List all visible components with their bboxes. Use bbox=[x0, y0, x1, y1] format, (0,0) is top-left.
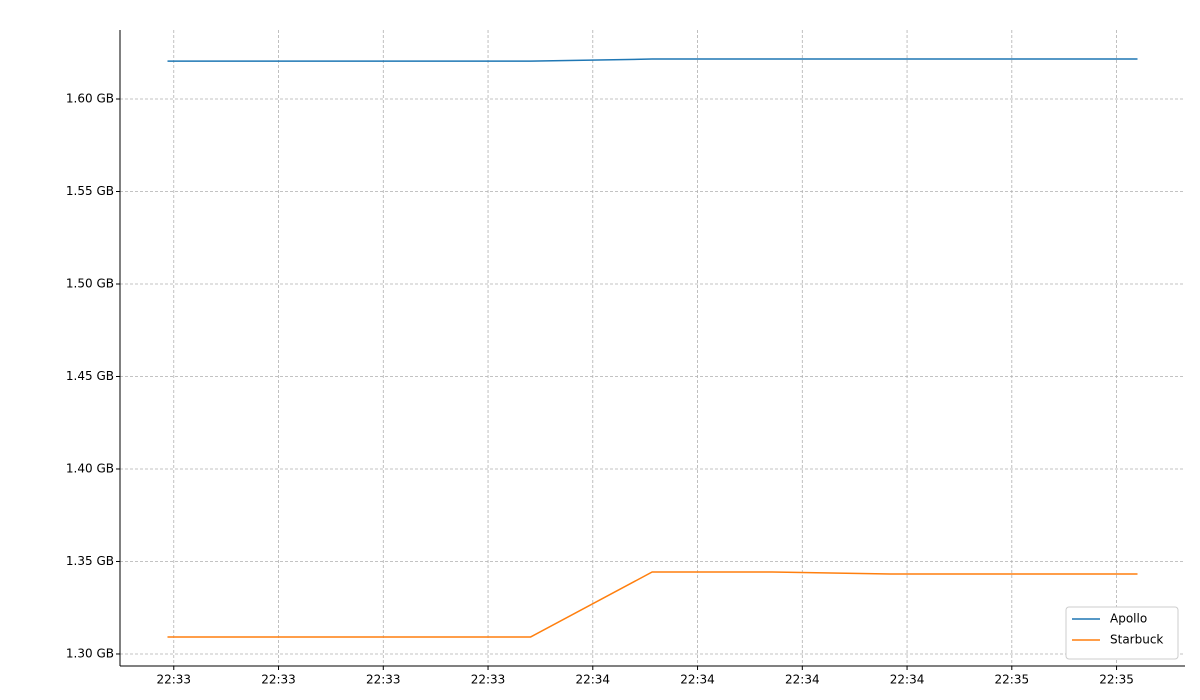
y-tick-label: 1.60 GB bbox=[66, 92, 114, 106]
line-series bbox=[167, 58, 1138, 62]
x-tick-label: 22:33 bbox=[471, 673, 506, 687]
x-tick-label: 22:35 bbox=[1099, 673, 1134, 687]
x-tick-label: 22:33 bbox=[156, 673, 191, 687]
x-tick-label: 22:34 bbox=[785, 673, 820, 687]
x-tick-label: 22:34 bbox=[680, 673, 715, 687]
legend-box bbox=[1065, 606, 1179, 660]
y-tick-label: 1.30 GB bbox=[66, 646, 114, 660]
legend-label: Starbuck bbox=[1110, 633, 1163, 647]
line-series bbox=[167, 571, 1138, 638]
x-tick-label: 22:34 bbox=[890, 673, 925, 687]
y-tick-label: 1.55 GB bbox=[66, 184, 114, 198]
x-tick-label: 22:35 bbox=[995, 673, 1030, 687]
y-tick-label: 1.35 GB bbox=[66, 554, 114, 568]
x-tick-label: 22:33 bbox=[366, 673, 401, 687]
x-tick-label: 22:33 bbox=[261, 673, 296, 687]
legend: Apollo Starbuck bbox=[1065, 606, 1179, 660]
x-tick-label: 22:34 bbox=[575, 673, 610, 687]
y-tick-label: 1.45 GB bbox=[66, 369, 114, 383]
y-tick-label: 1.50 GB bbox=[66, 276, 114, 290]
legend-label: Apollo bbox=[1110, 612, 1147, 626]
y-tick-label: 1.40 GB bbox=[66, 461, 114, 475]
